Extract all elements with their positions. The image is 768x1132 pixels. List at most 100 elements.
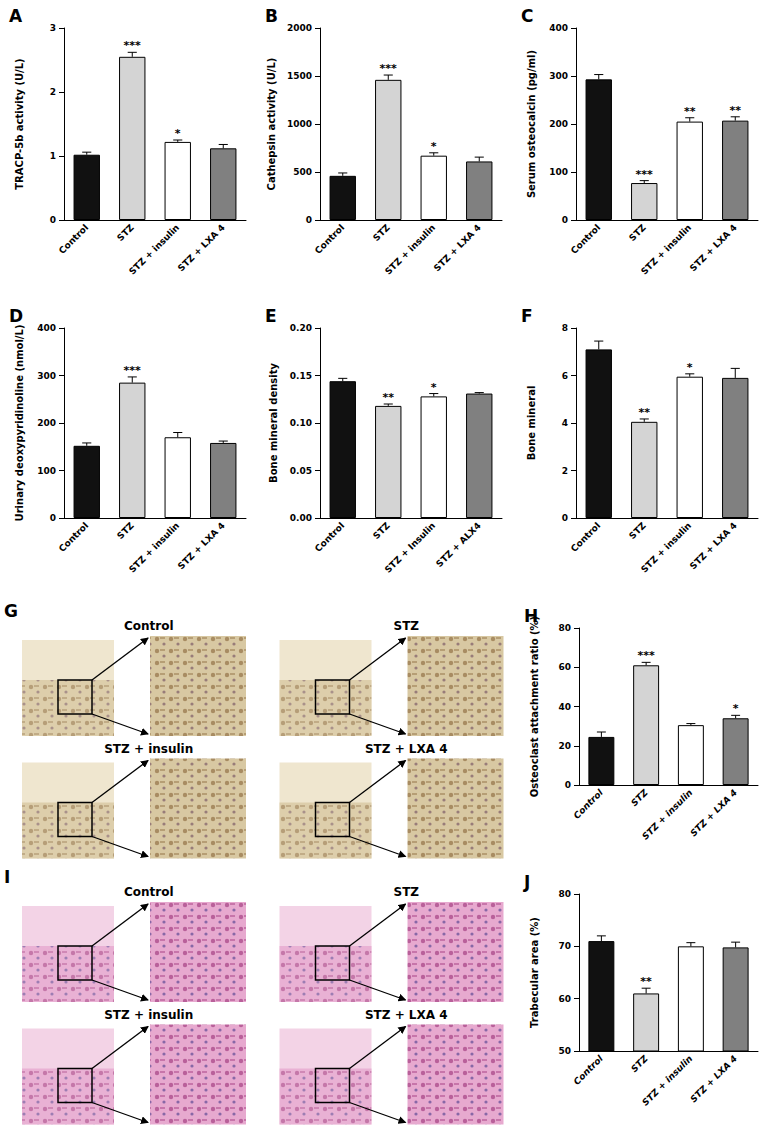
svg-text:Control: Control <box>572 1053 606 1087</box>
svg-text:Urinary deoxypyridinoline (nmo: Urinary deoxypyridinoline (nmol/L) <box>14 325 25 522</box>
svg-text:STZ: STZ <box>627 520 648 541</box>
svg-text:Bone mineral: Bone mineral <box>526 386 537 461</box>
svg-text:200: 200 <box>549 119 568 129</box>
svg-text:200: 200 <box>37 418 56 428</box>
svg-text:80: 80 <box>558 889 571 899</box>
svg-text:20: 20 <box>558 741 571 751</box>
svg-text:STZ + insulin: STZ + insulin <box>104 1008 193 1022</box>
svg-text:A: A <box>9 6 23 26</box>
svg-text:E: E <box>265 306 277 326</box>
svg-text:Control: Control <box>569 520 602 553</box>
svg-text:1000: 1000 <box>287 119 312 129</box>
svg-text:**: ** <box>684 105 696 118</box>
svg-text:Control: Control <box>569 222 602 255</box>
svg-text:0.20: 0.20 <box>290 323 312 333</box>
svg-text:**: ** <box>729 104 741 117</box>
svg-text:60: 60 <box>558 662 571 672</box>
svg-text:C: C <box>521 6 533 26</box>
svg-text:**: ** <box>640 975 652 988</box>
svg-text:0: 0 <box>565 780 571 790</box>
svg-text:0.00: 0.00 <box>290 513 312 523</box>
svg-text:0: 0 <box>50 513 56 523</box>
svg-text:STZ: STZ <box>629 1053 650 1074</box>
svg-text:STZ + LXA 4: STZ + LXA 4 <box>688 1053 739 1104</box>
svg-text:2: 2 <box>562 466 568 476</box>
svg-text:4: 4 <box>562 418 568 428</box>
svg-text:1500: 1500 <box>287 71 312 81</box>
svg-text:0.15: 0.15 <box>290 371 312 381</box>
svg-text:*: * <box>687 361 693 374</box>
svg-text:400: 400 <box>37 323 56 333</box>
svg-text:***: *** <box>380 62 398 75</box>
svg-text:STZ + insulin: STZ + insulin <box>383 222 437 276</box>
svg-text:0: 0 <box>50 215 56 225</box>
svg-text:*: * <box>431 381 437 394</box>
svg-text:STZ + LXA 4: STZ + LXA 4 <box>688 520 739 571</box>
svg-text:Control: Control <box>313 520 346 553</box>
svg-text:F: F <box>521 306 533 326</box>
svg-text:0: 0 <box>562 513 568 523</box>
svg-text:J: J <box>523 872 530 892</box>
svg-text:2000: 2000 <box>287 23 312 33</box>
svg-text:TRACP-5b activity (U/L): TRACP-5b activity (U/L) <box>14 58 25 189</box>
svg-text:*: * <box>733 702 739 715</box>
svg-text:Control: Control <box>124 885 174 899</box>
svg-text:**: ** <box>638 406 650 419</box>
svg-text:STZ: STZ <box>629 787 650 808</box>
svg-text:Control: Control <box>57 222 90 255</box>
svg-text:500: 500 <box>293 167 312 177</box>
svg-text:Control: Control <box>572 787 606 821</box>
svg-text:STZ: STZ <box>393 885 419 899</box>
svg-text:STZ: STZ <box>371 222 392 243</box>
svg-text:Osteoclast attachment ratio (%: Osteoclast attachment ratio (%) <box>529 616 540 797</box>
svg-text:STZ + insulin: STZ + insulin <box>639 222 693 276</box>
svg-text:STZ + LXA 4: STZ + LXA 4 <box>176 520 227 571</box>
svg-text:***: *** <box>124 364 142 377</box>
svg-text:*: * <box>175 127 181 140</box>
svg-text:1: 1 <box>50 151 56 161</box>
svg-text:Trabecular area (%): Trabecular area (%) <box>529 917 540 1028</box>
svg-text:H: H <box>524 606 538 626</box>
svg-text:0: 0 <box>562 215 568 225</box>
svg-text:STZ: STZ <box>115 222 136 243</box>
svg-text:STZ: STZ <box>115 520 136 541</box>
svg-text:STZ + insulin: STZ + insulin <box>127 520 181 574</box>
svg-text:STZ: STZ <box>627 222 648 243</box>
svg-text:100: 100 <box>549 167 568 177</box>
svg-text:STZ + insulin: STZ + insulin <box>127 222 181 276</box>
svg-text:70: 70 <box>558 941 571 951</box>
svg-text:STZ + insulin: STZ + insulin <box>640 787 694 841</box>
svg-text:50: 50 <box>558 1046 571 1056</box>
svg-text:0.10: 0.10 <box>290 418 312 428</box>
svg-text:STZ: STZ <box>393 619 419 633</box>
svg-text:STZ + LXA 4: STZ + LXA 4 <box>365 1008 448 1022</box>
svg-text:G: G <box>4 601 18 621</box>
svg-text:STZ + LXA 4: STZ + LXA 4 <box>176 222 227 273</box>
svg-text:Cathepsin activity (U/L): Cathepsin activity (U/L) <box>266 58 277 191</box>
svg-text:6: 6 <box>562 371 568 381</box>
svg-text:Control: Control <box>124 619 174 633</box>
svg-text:100: 100 <box>37 466 56 476</box>
svg-text:***: *** <box>124 39 142 52</box>
svg-text:Bone mineral density: Bone mineral density <box>268 363 279 483</box>
svg-text:STZ + insulin: STZ + insulin <box>639 520 693 574</box>
svg-text:STZ + ALX4: STZ + ALX4 <box>434 520 483 569</box>
svg-text:Control: Control <box>313 222 346 255</box>
svg-text:Control: Control <box>57 520 90 553</box>
svg-text:**: ** <box>382 391 394 404</box>
svg-text:8: 8 <box>562 323 568 333</box>
svg-text:STZ + LXA 4: STZ + LXA 4 <box>688 222 739 273</box>
svg-text:B: B <box>265 6 278 26</box>
svg-text:***: *** <box>636 168 654 181</box>
svg-text:3: 3 <box>50 23 56 33</box>
svg-text:400: 400 <box>549 23 568 33</box>
svg-text:I: I <box>4 867 10 887</box>
svg-text:STZ + LXA 4: STZ + LXA 4 <box>432 222 483 273</box>
svg-text:Serum osteocalcin (pg/ml): Serum osteocalcin (pg/ml) <box>526 50 537 198</box>
svg-text:STZ + LXA 4: STZ + LXA 4 <box>688 787 739 838</box>
svg-text:D: D <box>9 306 23 326</box>
svg-text:40: 40 <box>558 702 571 712</box>
svg-text:***: *** <box>637 649 655 662</box>
svg-text:0: 0 <box>306 215 312 225</box>
svg-text:*: * <box>431 140 437 153</box>
